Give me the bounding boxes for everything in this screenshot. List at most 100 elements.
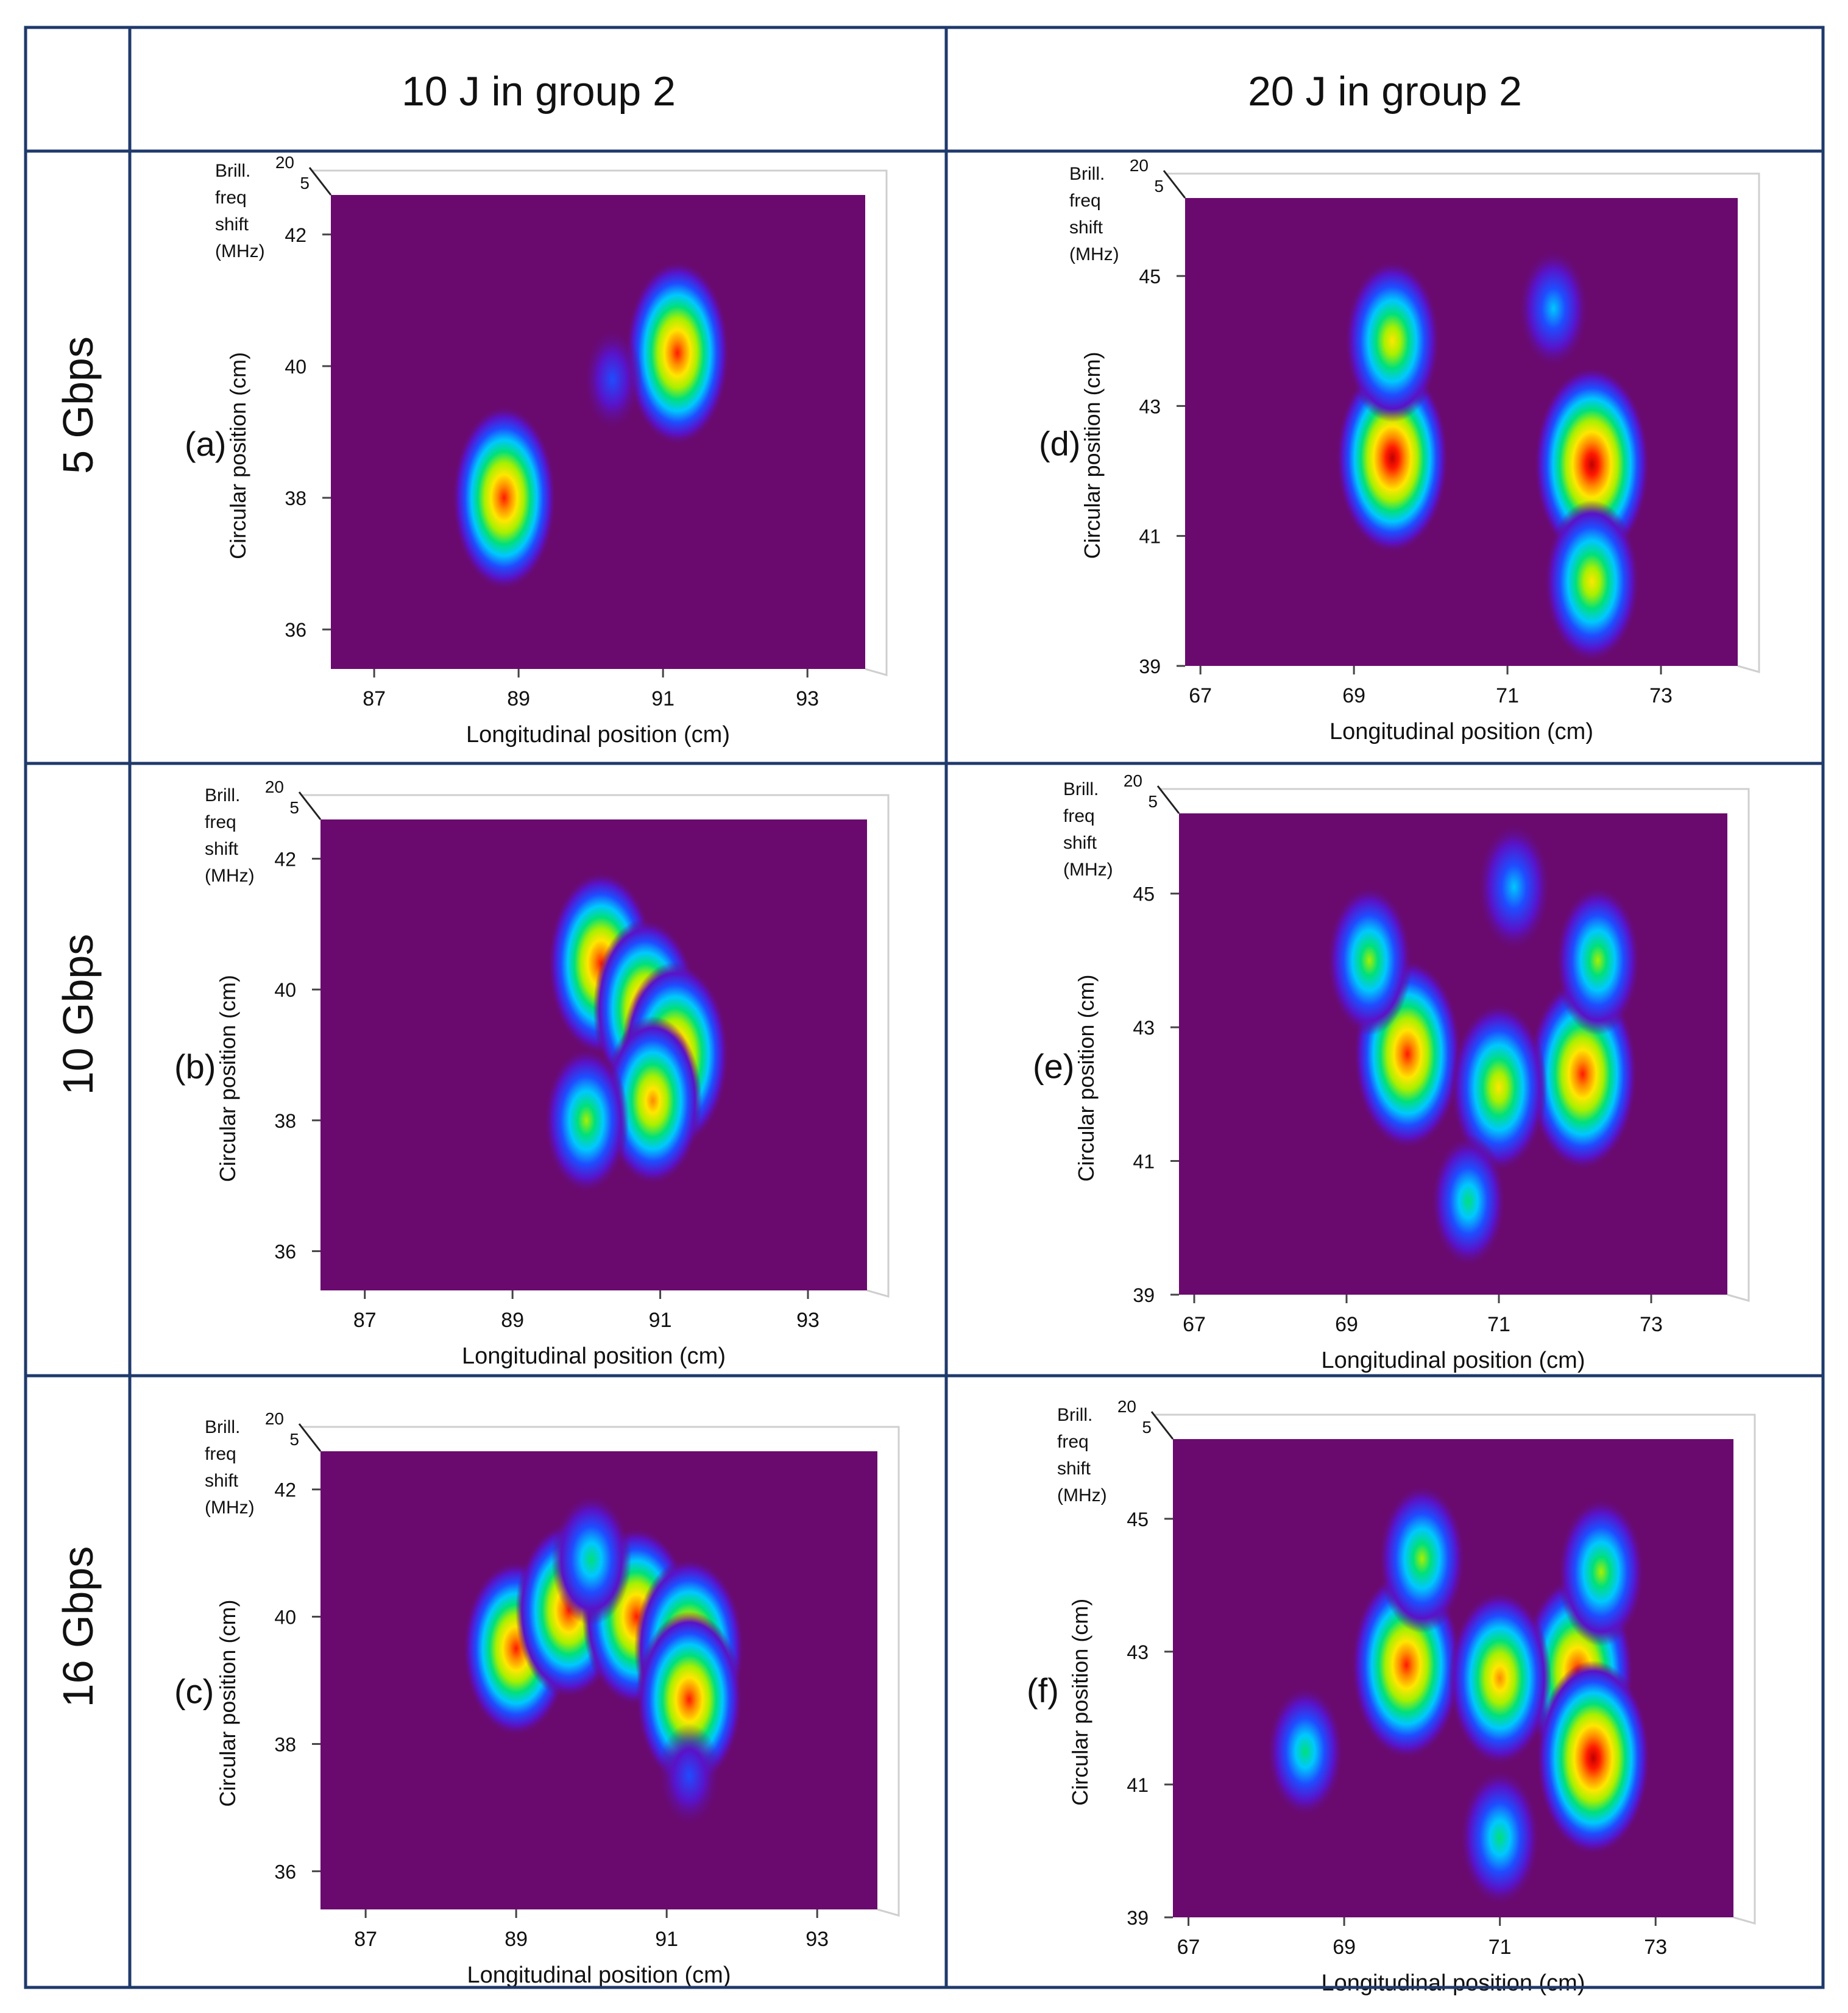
heatmap-hotspot xyxy=(603,1016,703,1186)
heatmap-hotspot xyxy=(551,1493,632,1626)
z-axis-line xyxy=(298,1423,322,1452)
y-tick-label: 39 xyxy=(1133,1284,1155,1306)
heatmap-hotspot xyxy=(1543,500,1640,663)
z-axis-label: (MHz) xyxy=(1057,1485,1107,1505)
x-tick-label: 91 xyxy=(651,687,674,710)
x-axis-label: Longitudinal position (cm) xyxy=(467,1962,731,1988)
heatmap-hotspot xyxy=(1450,1002,1548,1173)
row-header-16gbps: 16 Gbps xyxy=(54,1546,102,1708)
x-tick-label: 69 xyxy=(1333,1936,1356,1959)
x-axis-label: Longitudinal position (cm) xyxy=(1329,719,1593,745)
panel-label: (f) xyxy=(1027,1671,1059,1710)
z-axis-label: Brill. xyxy=(205,1417,240,1437)
y-tick-label: 40 xyxy=(274,1607,296,1629)
panel-c: (c) 87 89 91 93 36 38 40 42 20 5 Brill. freq shift (MH… xyxy=(174,1409,900,1988)
z-axis-line xyxy=(1150,1411,1174,1440)
x-tick-label: 93 xyxy=(805,1928,829,1951)
panel-label: (a) xyxy=(185,425,226,463)
z-axis-label: freq xyxy=(1063,806,1095,826)
x-tick-label: 67 xyxy=(1177,1936,1200,1959)
z-tick-label: 5 xyxy=(1148,792,1158,811)
heatmap-hotspot xyxy=(1266,1685,1344,1817)
x-tick-label: 73 xyxy=(1644,1936,1667,1959)
hotspot-layer xyxy=(1336,248,1650,663)
x-tick-label: 73 xyxy=(1640,1313,1663,1336)
z-axis-label: (MHz) xyxy=(1069,244,1119,264)
frame-line xyxy=(302,1426,900,1917)
z-axis-label: Brill. xyxy=(1069,164,1105,184)
y-tick-label: 36 xyxy=(285,619,306,641)
table-border xyxy=(24,26,1825,1989)
x-tick-label: 89 xyxy=(501,1309,524,1332)
z-axis-line xyxy=(1163,170,1186,199)
x-tick-label: 93 xyxy=(796,1309,820,1332)
y-axis-label: Circular position (cm) xyxy=(1067,1599,1092,1806)
heatmap-hotspot xyxy=(1476,821,1552,952)
y-axis-label: Circular position (cm) xyxy=(1074,974,1099,1181)
z-tick-label: 20 xyxy=(275,153,294,172)
y-axis-label: Circular position (cm) xyxy=(215,1600,240,1807)
z-axis-label: (MHz) xyxy=(215,241,265,261)
x-tick-label: 71 xyxy=(1496,684,1519,707)
heatmap-hotspot xyxy=(1344,260,1441,423)
x-axis-label: Longitudinal position (cm) xyxy=(1321,1970,1585,1996)
z-axis-label: freq xyxy=(205,812,236,832)
hotspot-layer xyxy=(1266,1484,1651,1907)
z-axis-line xyxy=(298,791,322,820)
row-header-10gbps: 10 Gbps xyxy=(54,934,102,1095)
z-axis-label: shift xyxy=(215,214,249,235)
y-axis-label: Circular position (cm) xyxy=(225,352,250,559)
heatmap-hotspot xyxy=(625,260,730,446)
heatmap-hotspot xyxy=(1378,1484,1466,1633)
y-tick-label: 41 xyxy=(1133,1151,1155,1173)
x-tick-label: 91 xyxy=(655,1928,678,1951)
z-axis-label: freq xyxy=(205,1444,236,1464)
x-tick-label: 93 xyxy=(796,687,819,710)
x-axis-label: Longitudinal position (cm) xyxy=(466,722,730,748)
x-tick-label: 71 xyxy=(1487,1313,1510,1336)
z-axis-label: Brill. xyxy=(215,161,250,181)
frame-line xyxy=(1167,172,1760,673)
y-tick-label: 36 xyxy=(274,1861,296,1883)
frame-line xyxy=(1161,788,1750,1302)
heatmap-hotspot xyxy=(1336,362,1449,554)
z-tick-label: 5 xyxy=(289,1430,299,1449)
z-tick-label: 5 xyxy=(1142,1418,1152,1437)
z-tick-label: 20 xyxy=(1124,771,1142,790)
y-axis-label: Circular position (cm) xyxy=(1080,352,1105,559)
heatmap-hotspot xyxy=(1448,1590,1552,1766)
x-tick-label: 91 xyxy=(649,1309,672,1332)
z-tick-label: 20 xyxy=(1117,1397,1136,1416)
frame-line xyxy=(1155,1413,1756,1925)
x-tick-label: 71 xyxy=(1489,1936,1512,1959)
z-axis-label: freq xyxy=(1069,191,1101,211)
heatmap-hotspot xyxy=(1459,1769,1540,1907)
hotspot-layer xyxy=(1326,821,1641,1268)
heatmap-hotspot xyxy=(1326,885,1412,1036)
x-tick-label: 67 xyxy=(1189,684,1212,707)
y-tick-label: 43 xyxy=(1133,1017,1155,1039)
z-tick-label: 20 xyxy=(265,777,284,796)
z-axis-line xyxy=(1156,785,1180,814)
z-axis-label: shift xyxy=(1069,218,1103,238)
y-tick-label: 40 xyxy=(274,979,296,1001)
z-tick-label: 20 xyxy=(265,1409,284,1428)
y-tick-label: 42 xyxy=(285,224,306,246)
heatmap-hotspot xyxy=(582,326,643,433)
panel-e: (e) 67 69 71 73 39 41 43 45 20 5 Brill. freq shift (MH… xyxy=(1033,771,1750,1373)
z-tick-label: 5 xyxy=(289,798,299,817)
z-axis-label: Brill. xyxy=(1057,1405,1092,1425)
x-tick-label: 87 xyxy=(363,687,386,710)
y-tick-label: 41 xyxy=(1127,1774,1149,1796)
y-tick-label: 45 xyxy=(1139,266,1161,288)
z-axis-line xyxy=(308,167,332,196)
x-tick-label: 69 xyxy=(1342,684,1365,707)
y-tick-label: 43 xyxy=(1139,395,1161,417)
y-tick-label: 45 xyxy=(1127,1509,1149,1530)
z-tick-label: 20 xyxy=(1130,156,1149,175)
x-axis-label: Longitudinal position (cm) xyxy=(1321,1348,1585,1373)
z-axis-label: shift xyxy=(205,839,239,859)
hotspot-layer xyxy=(543,871,729,1194)
y-tick-label: 42 xyxy=(274,848,296,870)
y-tick-label: 38 xyxy=(274,1733,296,1755)
